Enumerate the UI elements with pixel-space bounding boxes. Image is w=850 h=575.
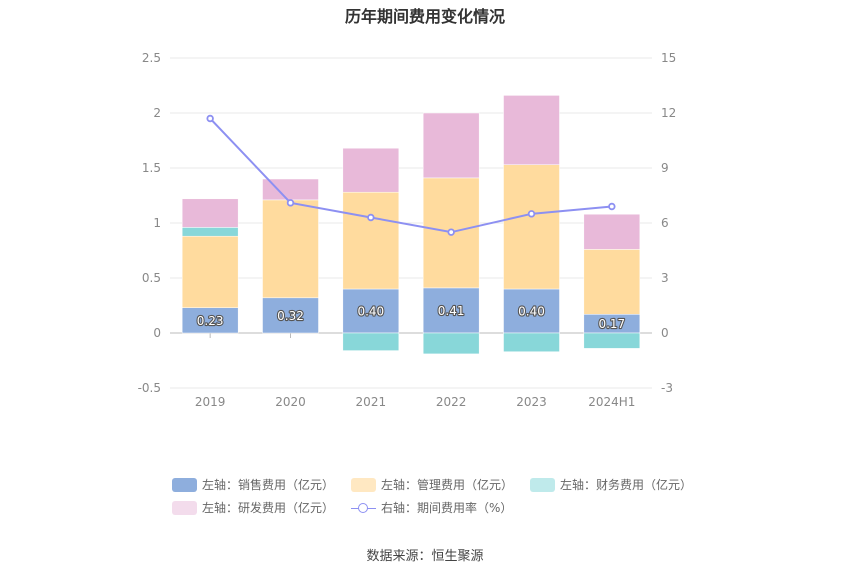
bar-rnd	[342, 147, 400, 193]
bar-value-label: 0.40	[357, 305, 384, 319]
legend-label-finance: 左轴：财务费用（亿元）	[560, 478, 693, 492]
bar-admin	[342, 191, 400, 290]
x-axis-tick-label: 2019	[195, 395, 226, 409]
x-axis-tick-label: 2020	[275, 395, 306, 409]
bar-admin	[262, 199, 319, 299]
legend-item-expense-ratio[interactable]: 右轴：期间费用率（%）	[351, 499, 512, 516]
expense-ratio-point	[608, 202, 616, 211]
data-source: 数据来源：恒生聚源	[366, 549, 484, 564]
bar-rnd	[181, 198, 239, 228]
right-axis-tick-label: 0	[661, 326, 669, 340]
bar-finance	[503, 332, 560, 352]
bar-sales	[503, 288, 560, 334]
bar-sales	[262, 297, 319, 334]
bar-sales	[181, 307, 239, 334]
bar-sales	[342, 288, 400, 334]
right-axis-tick-label: -3	[661, 381, 673, 395]
legend-label-expense-ratio: 右轴：期间费用率（%）	[381, 501, 513, 515]
expense-ratio-point	[367, 213, 375, 222]
bar-value-label: 0.17	[598, 317, 625, 331]
right-axis-tick-label: 9	[661, 161, 669, 175]
legend: 左轴：销售费用（亿元） 左轴：管理费用（亿元） 左轴：财务费用（亿元） 左轴：研…	[172, 473, 732, 519]
bar-value-label: 0.32	[277, 309, 304, 323]
legend-swatch-rnd	[172, 500, 197, 515]
x-axis-tick-label: 2024H1	[588, 395, 635, 409]
bar-finance	[422, 332, 480, 355]
left-axis-tick-label: 0.5	[142, 271, 161, 285]
legend-swatch-sales	[172, 477, 197, 492]
bar-value-label: 0.40	[518, 305, 545, 319]
legend-label-rnd: 左轴：研发费用（亿元）	[202, 501, 335, 515]
legend-item-admin[interactable]: 左轴：管理费用（亿元）	[351, 476, 513, 493]
x-axis-tick-label: 2022	[436, 395, 467, 409]
right-axis-tick-label: 6	[661, 216, 669, 230]
left-axis-tick-label: 2	[153, 106, 161, 120]
x-axis-tick-label: 2021	[356, 395, 387, 409]
left-axis-tick-label: 0	[153, 326, 161, 340]
bar-finance	[181, 227, 239, 237]
right-axis-tick-label: 3	[661, 271, 669, 285]
expense-ratio-point	[447, 228, 455, 236]
legend-label-admin: 左轴：管理费用（亿元）	[381, 478, 514, 492]
expense-ratio-line	[209, 117, 612, 234]
legend-item-sales[interactable]: 左轴：销售费用（亿元）	[172, 476, 334, 493]
expense-ratio-point	[286, 199, 295, 207]
expense-ratio-point	[206, 114, 214, 123]
right-axis-tick-label: 15	[661, 51, 676, 65]
bar-admin	[181, 235, 239, 308]
chart-title: 历年期间费用变化情况	[344, 7, 505, 26]
legend-label-sales: 左轴：销售费用（亿元）	[202, 478, 335, 492]
left-axis-tick-label: 1.5	[142, 161, 161, 175]
bar-rnd	[503, 95, 560, 165]
left-axis-tick-label: 2.5	[142, 51, 161, 65]
bar-finance	[342, 332, 400, 351]
bar-finance	[583, 332, 641, 349]
left-axis-tick-label: -0.5	[138, 381, 161, 395]
bar-value-label: 0.41	[438, 304, 465, 318]
legend-item-finance[interactable]: 左轴：财务费用（亿元）	[530, 476, 692, 493]
right-axis-tick-label: 12	[661, 106, 676, 120]
bar-rnd	[583, 213, 641, 250]
bar-admin	[503, 164, 560, 290]
left-axis-tick-label: 1	[153, 216, 161, 230]
bar-value-label: 0.23	[197, 314, 224, 328]
bar-admin	[583, 249, 641, 315]
x-axis-tick-label: 2023	[516, 395, 547, 409]
legend-swatch-admin	[351, 477, 377, 492]
expense-ratio-point	[527, 210, 536, 218]
bar-rnd	[422, 112, 480, 179]
bar-sales	[422, 287, 480, 334]
legend-item-rnd[interactable]: 左轴：研发费用（亿元）	[172, 499, 334, 516]
legend-swatch-expense-ratio	[351, 501, 377, 515]
legend-swatch-finance	[530, 477, 556, 492]
